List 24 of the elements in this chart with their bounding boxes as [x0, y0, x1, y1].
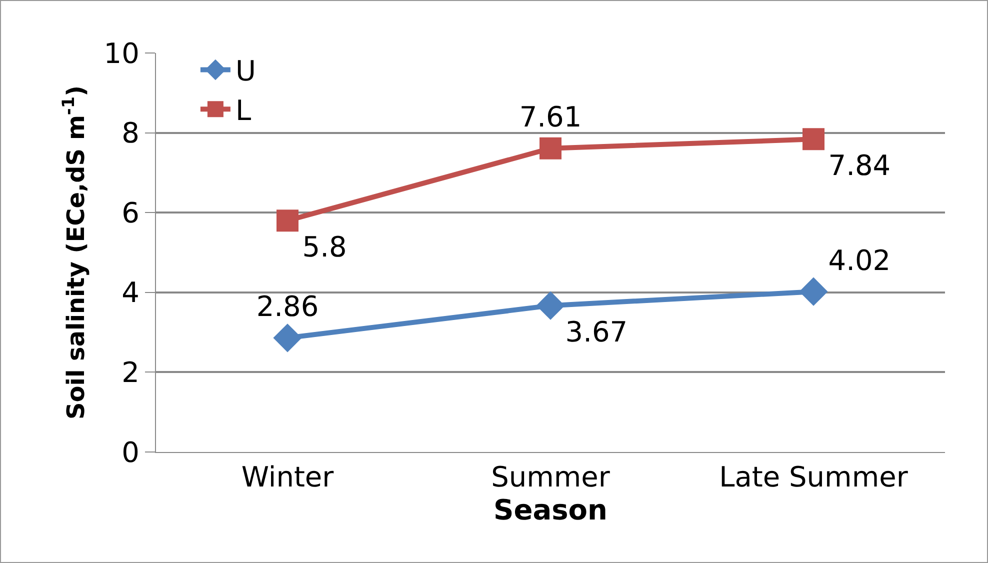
- point: [540, 137, 562, 160]
- y-tick-label: 10: [104, 36, 140, 70]
- x-tick-label: Winter: [241, 460, 334, 494]
- data-label: 5.8: [302, 230, 347, 264]
- data-label: 3.67: [565, 315, 628, 348]
- x-axis-title: Season: [494, 494, 608, 527]
- data-label: 2.86: [256, 290, 319, 324]
- point: [536, 291, 565, 320]
- y-tick-label: 0: [122, 436, 140, 469]
- x-tick-label: Late Summer: [719, 460, 908, 494]
- data-label: 7.61: [519, 100, 582, 134]
- data-label: 4.02: [828, 244, 891, 277]
- point: [799, 277, 828, 306]
- y-tick-label: 6: [122, 196, 140, 230]
- y-tick-label: 2: [122, 356, 140, 389]
- y-tick-label: 8: [122, 116, 140, 150]
- point: [273, 324, 302, 352]
- y-tick-label: 4: [122, 276, 140, 310]
- data-label: 7.84: [828, 148, 891, 182]
- legend-label: U: [235, 54, 256, 88]
- legend-label: L: [235, 94, 252, 128]
- point: [276, 210, 298, 232]
- point: [802, 128, 824, 150]
- x-tick-label: Summer: [491, 460, 610, 494]
